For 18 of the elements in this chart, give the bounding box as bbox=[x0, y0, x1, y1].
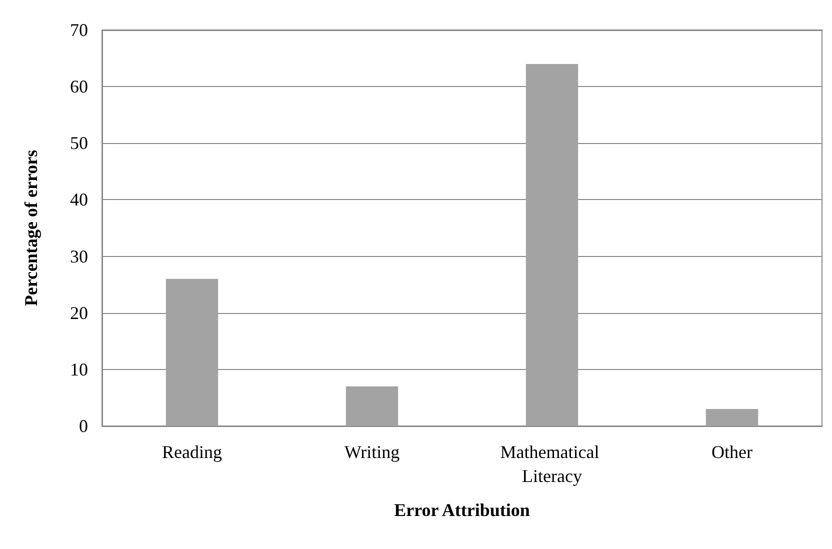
y-tick-label: 30 bbox=[70, 246, 88, 266]
x-tick-label: Other bbox=[712, 442, 752, 462]
y-tick-label: 0 bbox=[79, 416, 88, 436]
y-tick-label: 10 bbox=[70, 359, 88, 380]
y-tick-label: 50 bbox=[70, 133, 88, 154]
y-tick-label: 60 bbox=[70, 76, 88, 97]
bar bbox=[346, 386, 398, 426]
bar bbox=[526, 64, 578, 426]
bar bbox=[166, 278, 218, 426]
bar bbox=[706, 409, 758, 426]
x-tick-label: Mathematical Literacy bbox=[500, 442, 604, 486]
y-tick-label: 70 bbox=[70, 20, 88, 40]
x-tick-label: Reading bbox=[162, 442, 222, 462]
y-tick-label: 40 bbox=[70, 190, 88, 210]
y-axis-title: Percentage of errors bbox=[21, 150, 41, 306]
x-axis-title: Error Attribution bbox=[394, 500, 530, 520]
x-tick-label: Writing bbox=[344, 442, 400, 462]
y-tick-label: 20 bbox=[70, 302, 88, 323]
